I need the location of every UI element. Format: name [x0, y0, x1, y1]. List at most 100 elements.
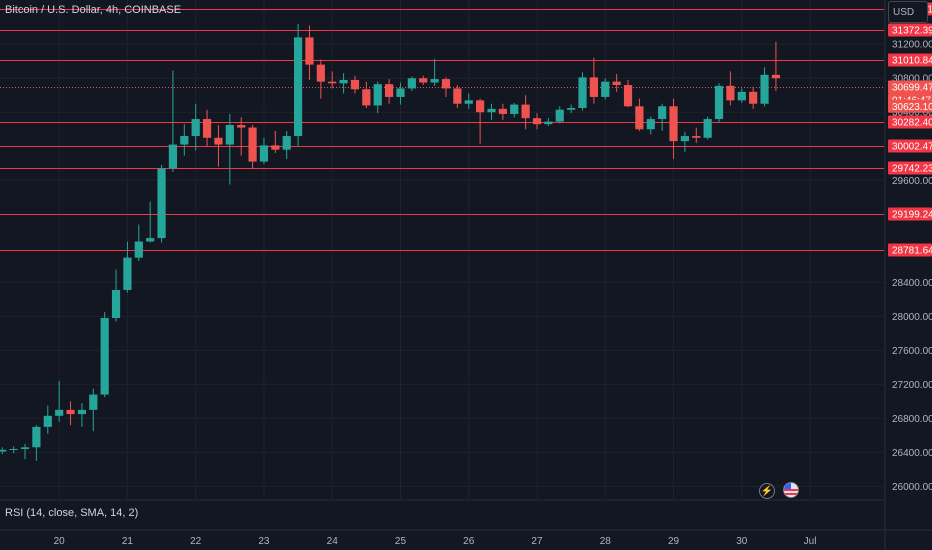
candle	[350, 75, 360, 94]
candle	[168, 70, 178, 172]
candle	[430, 58, 439, 86]
us-flag-icon[interactable]	[783, 482, 799, 498]
candle	[623, 79, 633, 108]
y-tick-label: 27600.00	[892, 346, 932, 357]
candle	[601, 78, 610, 100]
candle	[293, 23, 303, 147]
candle-body	[555, 109, 564, 122]
candle	[737, 88, 746, 103]
horizontal-level-lines[interactable]	[0, 9, 884, 251]
level-price-label: 28781.64	[888, 243, 932, 257]
candle	[89, 388, 98, 432]
x-tick-label: 24	[327, 536, 339, 547]
candle-body	[692, 136, 701, 138]
candle	[316, 59, 325, 99]
candle	[100, 312, 109, 398]
level-price-label: 30282.40	[888, 115, 932, 129]
x-tick-label: Jul	[804, 536, 817, 547]
candle-body	[601, 81, 610, 97]
level-price-label: 30002.47	[888, 139, 932, 153]
candle-body	[635, 106, 644, 130]
last-price-label-text: 30699.47	[892, 83, 932, 94]
candle-body	[0, 449, 7, 452]
candle	[180, 124, 189, 156]
rsi-pane	[0, 500, 884, 530]
candle	[589, 57, 598, 104]
candle-body	[339, 79, 348, 84]
candle-body	[623, 85, 633, 107]
candle	[248, 125, 257, 169]
level-price-label-text: 29742.23	[892, 164, 932, 175]
candle-body	[134, 241, 143, 258]
candle	[77, 403, 87, 427]
candle-body	[373, 84, 382, 106]
candle-body	[316, 64, 325, 82]
candle-body	[111, 289, 121, 319]
candle	[282, 130, 291, 160]
y-tick-label: 31200.00	[892, 40, 932, 51]
x-tick-label: 23	[258, 536, 270, 547]
candle-body	[749, 91, 758, 104]
candle	[214, 125, 223, 167]
lightning-icon[interactable]: ⚡	[759, 483, 775, 499]
candle	[0, 447, 7, 455]
candle	[760, 67, 769, 107]
candle-body	[396, 88, 405, 97]
secondary-price-label: 30623.10	[888, 99, 932, 113]
x-tick-label: 26	[463, 536, 475, 547]
candle-body	[589, 77, 598, 97]
candle-body	[362, 89, 371, 106]
x-tick-label: 25	[395, 536, 407, 547]
x-tick-label: 20	[54, 536, 66, 547]
candle	[646, 116, 655, 135]
candle	[385, 79, 394, 104]
candle-body	[658, 106, 667, 120]
candle-body	[430, 79, 439, 83]
candle-body	[487, 108, 496, 113]
candle	[567, 104, 576, 114]
y-tick-label: 28400.00	[892, 278, 932, 289]
candle	[237, 117, 246, 156]
candle-body	[578, 77, 587, 108]
candle-body	[476, 100, 485, 113]
chart-title: Bitcoin / U.S. Dollar, 4h, COINBASE	[5, 4, 182, 16]
candle-body	[180, 136, 189, 145]
y-tick-label: 26400.00	[892, 448, 932, 459]
candle-body	[168, 144, 178, 169]
candle	[419, 75, 428, 86]
rsi-indicator-label[interactable]: RSI (14, close, SMA, 14, 2)	[5, 507, 139, 519]
candle	[680, 131, 689, 153]
candle-body	[89, 394, 98, 410]
level-price-label-text: 28781.64	[892, 246, 932, 257]
candle-body	[385, 84, 394, 97]
candle-body	[214, 137, 223, 145]
candle-body	[328, 81, 337, 84]
candle	[498, 103, 507, 120]
candle-body	[32, 426, 41, 448]
candle-body	[77, 409, 87, 415]
candle-body	[737, 91, 746, 101]
last-price-label: 30699.47	[888, 80, 932, 94]
candle-body	[680, 136, 689, 142]
candle-body	[453, 88, 462, 104]
candle-body	[464, 100, 473, 104]
candle	[373, 81, 382, 114]
candle	[305, 25, 314, 80]
candle-body	[714, 85, 724, 120]
candle-body	[771, 74, 781, 79]
y-tick-label: 29600.00	[892, 176, 932, 187]
candle-body	[567, 107, 576, 110]
currency-selector[interactable]: USD	[888, 1, 928, 23]
x-tick-label: 29	[668, 536, 680, 547]
secondary-price-label-text: 30623.10	[892, 102, 932, 113]
level-price-label: 29199.24	[888, 207, 932, 221]
level-price-label-text: 29199.24	[892, 210, 932, 221]
candle-body	[612, 81, 621, 86]
candle	[123, 241, 132, 293]
candle	[407, 76, 416, 91]
candle	[726, 71, 735, 106]
y-tick-label: 28000.00	[892, 312, 932, 323]
level-price-label: 31372.39	[888, 23, 932, 37]
